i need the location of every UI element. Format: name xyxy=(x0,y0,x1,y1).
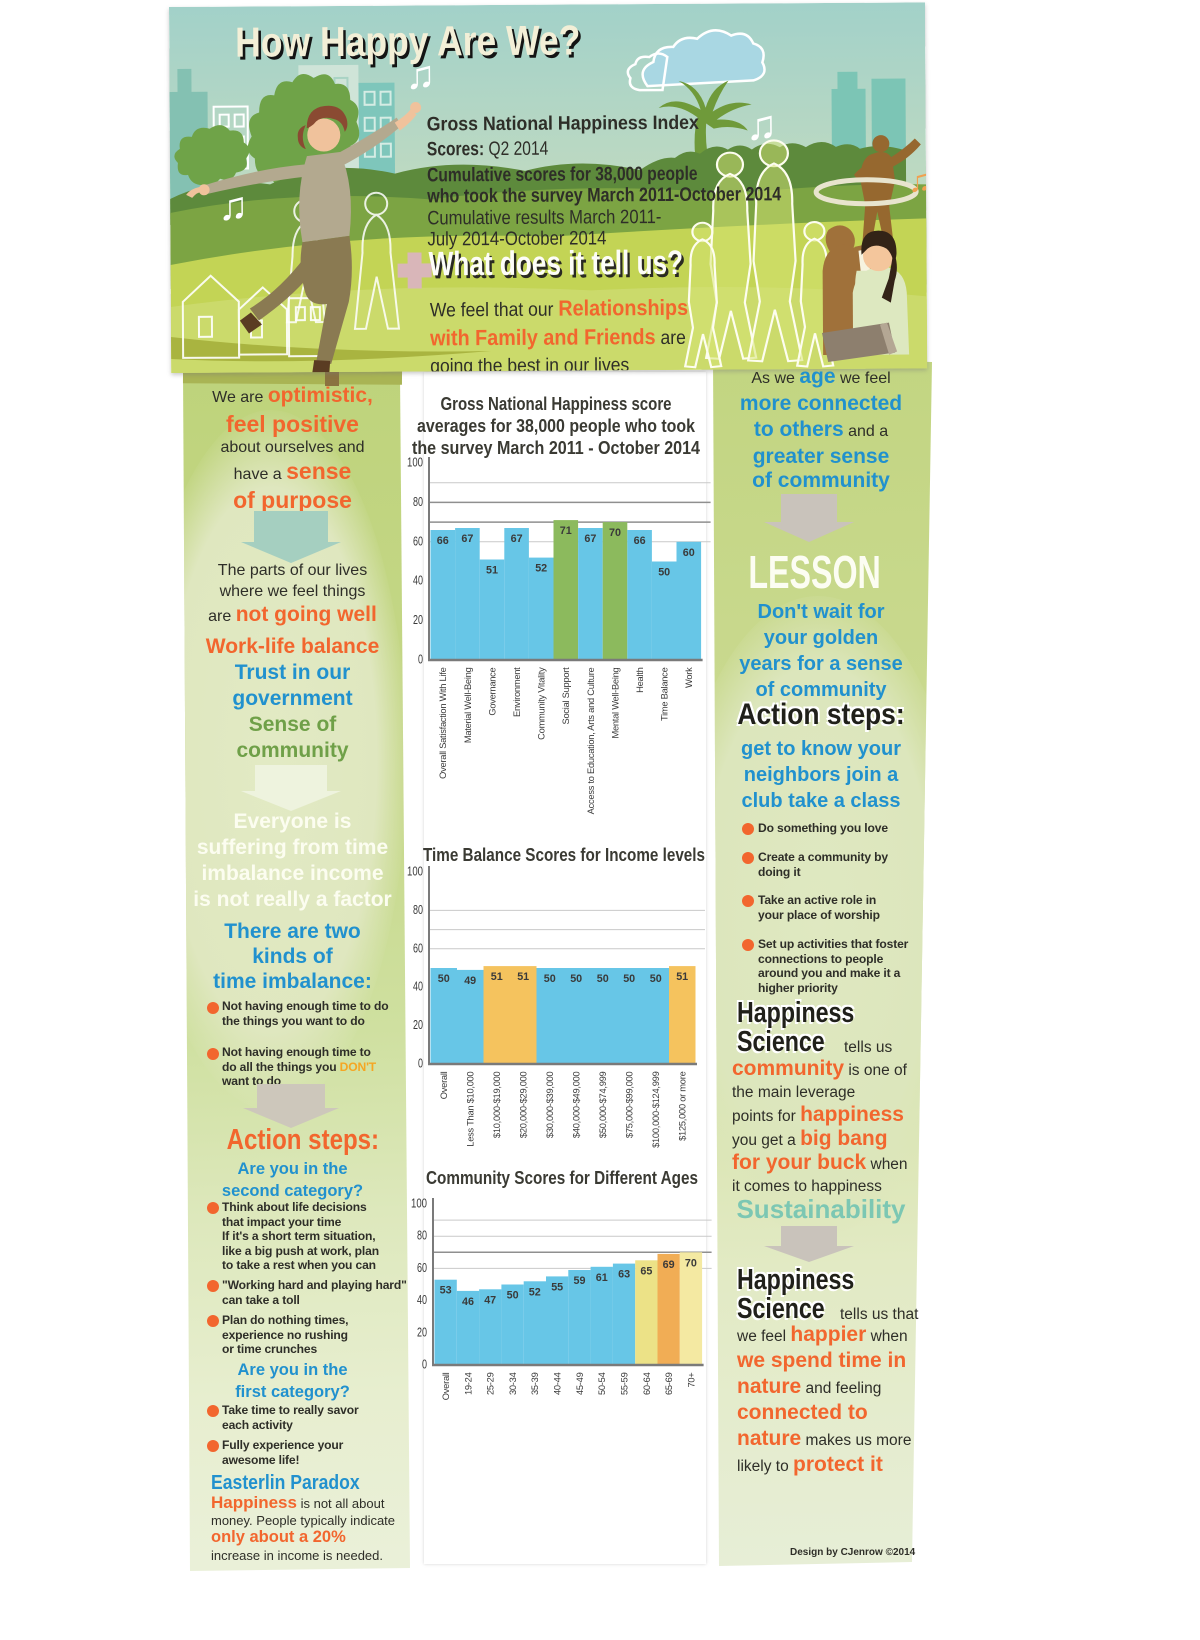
svg-text:69: 69 xyxy=(663,1259,675,1271)
svg-text:0: 0 xyxy=(422,1357,427,1372)
svg-text:66: 66 xyxy=(437,535,449,547)
svg-text:Access to Education, Arts and: Access to Education, Arts and Culture xyxy=(586,667,596,814)
svg-text:51: 51 xyxy=(517,971,529,983)
svg-text:60: 60 xyxy=(413,940,423,955)
svg-text:51: 51 xyxy=(486,565,498,577)
svg-text:0: 0 xyxy=(418,1056,423,1071)
svg-text:Governance: Governance xyxy=(487,667,497,715)
svg-text:40: 40 xyxy=(413,573,423,588)
svg-text:45-49: 45-49 xyxy=(575,1372,585,1395)
svg-text:Less Than $10,000: Less Than $10,000 xyxy=(466,1071,476,1146)
svg-text:20: 20 xyxy=(417,1324,427,1339)
svg-text:59: 59 xyxy=(574,1275,586,1287)
svg-text:100: 100 xyxy=(411,1196,427,1211)
svg-text:80: 80 xyxy=(413,902,423,917)
svg-text:Health: Health xyxy=(635,667,645,692)
svg-text:46: 46 xyxy=(462,1296,474,1308)
svg-text:71: 71 xyxy=(560,525,572,537)
svg-text:Overall: Overall xyxy=(441,1372,451,1400)
svg-text:$40,000-$49,000: $40,000-$49,000 xyxy=(572,1071,582,1138)
svg-text:50: 50 xyxy=(507,1290,519,1302)
svg-text:50: 50 xyxy=(650,973,662,985)
svg-text:70+: 70+ xyxy=(686,1373,696,1388)
svg-text:$75,000-$99,000: $75,000-$99,000 xyxy=(625,1071,635,1138)
svg-text:60: 60 xyxy=(413,533,423,548)
svg-text:50: 50 xyxy=(544,973,556,985)
svg-text:52: 52 xyxy=(535,563,547,575)
svg-text:65-69: 65-69 xyxy=(664,1372,674,1395)
svg-text:50: 50 xyxy=(658,567,670,579)
svg-text:52: 52 xyxy=(529,1286,541,1298)
svg-text:25-29: 25-29 xyxy=(486,1372,496,1395)
svg-text:49: 49 xyxy=(464,975,476,987)
svg-text:50: 50 xyxy=(438,973,450,985)
svg-text:Community Scores for Different: Community Scores for Different Ages xyxy=(426,1168,698,1188)
svg-text:40-44: 40-44 xyxy=(553,1372,563,1395)
svg-text:67: 67 xyxy=(511,533,523,545)
svg-text:66: 66 xyxy=(634,535,646,547)
svg-text:51: 51 xyxy=(676,971,688,983)
svg-text:100: 100 xyxy=(407,455,423,470)
svg-text:Mental Well-Being: Mental Well-Being xyxy=(610,667,620,738)
svg-text:70: 70 xyxy=(609,527,621,539)
svg-text:50: 50 xyxy=(597,973,609,985)
svg-text:Time Balance Scores for Income: Time Balance Scores for Income levels xyxy=(423,845,705,865)
svg-text:61: 61 xyxy=(596,1272,608,1284)
svg-text:40: 40 xyxy=(413,979,423,994)
svg-text:Overall Satisfaction With Life: Overall Satisfaction With Life xyxy=(438,667,448,778)
svg-text:30-34: 30-34 xyxy=(508,1372,518,1395)
svg-text:67: 67 xyxy=(584,533,596,545)
svg-text:Gross National Happiness score: Gross National Happiness score xyxy=(441,394,672,414)
svg-text:averages for 38,000 people who: averages for 38,000 people who took xyxy=(417,416,696,436)
svg-text:$20,000-$29,000: $20,000-$29,000 xyxy=(519,1071,529,1138)
svg-text:$100,000-$124,999: $100,000-$124,999 xyxy=(651,1071,661,1147)
svg-text:$50,000-$74,999: $50,000-$74,999 xyxy=(598,1071,608,1138)
svg-text:60-64: 60-64 xyxy=(642,1372,652,1395)
svg-text:$10,000-$19,000: $10,000-$19,000 xyxy=(492,1071,502,1138)
svg-text:$125,000 or more: $125,000 or more xyxy=(678,1071,688,1140)
svg-text:53: 53 xyxy=(440,1285,452,1297)
svg-text:19-24: 19-24 xyxy=(463,1372,473,1395)
svg-text:55-59: 55-59 xyxy=(620,1372,630,1395)
svg-text:Work: Work xyxy=(684,667,694,688)
svg-text:60: 60 xyxy=(683,547,695,559)
svg-text:50: 50 xyxy=(570,973,582,985)
svg-text:50: 50 xyxy=(623,973,635,985)
svg-text:35-39: 35-39 xyxy=(530,1372,540,1395)
svg-text:$30,000-$39,000: $30,000-$39,000 xyxy=(545,1071,555,1138)
svg-text:60: 60 xyxy=(417,1260,427,1275)
svg-text:63: 63 xyxy=(618,1269,630,1281)
svg-text:100: 100 xyxy=(407,864,423,879)
svg-text:47: 47 xyxy=(484,1294,496,1306)
svg-text:80: 80 xyxy=(417,1228,427,1243)
svg-text:40: 40 xyxy=(417,1292,427,1307)
svg-text:20: 20 xyxy=(413,612,423,627)
svg-text:51: 51 xyxy=(491,971,503,983)
svg-text:Community Vitality: Community Vitality xyxy=(537,667,547,740)
svg-text:the survey March 2011 - Octobe: the survey March 2011 - October 2014 xyxy=(412,438,700,458)
svg-text:67: 67 xyxy=(461,533,473,545)
svg-text:80: 80 xyxy=(413,494,423,509)
svg-text:Overall: Overall xyxy=(439,1071,449,1099)
svg-text:70: 70 xyxy=(685,1257,697,1269)
svg-text:55: 55 xyxy=(551,1281,563,1293)
svg-text:Time Balance: Time Balance xyxy=(660,667,670,721)
svg-text:65: 65 xyxy=(640,1265,652,1277)
svg-text:Environment: Environment xyxy=(512,667,522,717)
svg-text:0: 0 xyxy=(418,652,423,667)
svg-text:50-54: 50-54 xyxy=(597,1372,607,1395)
svg-text:20: 20 xyxy=(413,1017,423,1032)
svg-text:Social Support: Social Support xyxy=(561,667,571,725)
svg-text:Material Well-Being: Material Well-Being xyxy=(463,667,473,743)
